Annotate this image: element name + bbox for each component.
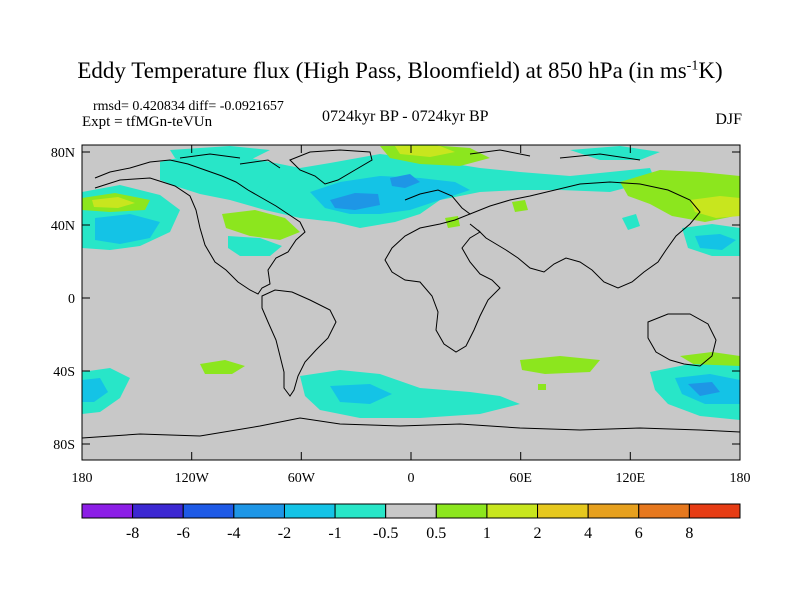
chart-title: Eddy Temperature flux (High Pass, Bloomf… bbox=[0, 58, 800, 84]
lat-label: 0 bbox=[68, 292, 75, 307]
lon-label: 60W bbox=[288, 471, 316, 486]
colorbar-box bbox=[182, 503, 235, 519]
field-southern-ocean-blue-west bbox=[82, 378, 108, 402]
colorbar-box bbox=[587, 503, 640, 519]
experiment-text: Expt = tfMGn-teVUn bbox=[82, 114, 213, 130]
field-southern-ocean-dark-east bbox=[688, 382, 720, 396]
field-arctic-yellow bbox=[395, 146, 455, 157]
coast-greenland bbox=[289, 149, 373, 185]
coast-antarctica bbox=[82, 417, 740, 439]
title-superscript: -1 bbox=[686, 58, 699, 74]
colorbar-label: 1 bbox=[483, 525, 491, 542]
colorbar-box bbox=[486, 503, 539, 519]
colorbar-label: 2 bbox=[534, 525, 542, 542]
field-south-pacific-green bbox=[200, 360, 245, 374]
lon-label: 180 bbox=[730, 471, 751, 486]
colorbar-label: -1 bbox=[328, 525, 341, 542]
coast-arctic-islands bbox=[179, 149, 641, 169]
colorbar-box bbox=[132, 503, 184, 519]
field-north-pacific-blue bbox=[95, 214, 160, 244]
field-asia-yellow bbox=[690, 196, 740, 218]
coast-asia bbox=[469, 181, 701, 289]
season-text: DJF bbox=[715, 111, 742, 128]
coast-europe-africa bbox=[384, 189, 501, 353]
colorbar-label: 8 bbox=[685, 525, 693, 542]
lat-label: 40S bbox=[53, 365, 75, 380]
colorbar-box bbox=[334, 503, 387, 519]
lat-label: 80S bbox=[53, 438, 75, 453]
lon-label: 180 bbox=[72, 471, 93, 486]
field-central-asia-green bbox=[512, 200, 528, 212]
colorbar-box bbox=[688, 503, 741, 519]
field-north-atlantic-core bbox=[390, 174, 420, 188]
lon-label: 0 bbox=[408, 471, 415, 486]
field-north-america-cyan2 bbox=[205, 176, 270, 198]
field-south-east-green bbox=[680, 352, 740, 368]
coast-south-america bbox=[261, 289, 337, 397]
lon-label: 120W bbox=[175, 471, 210, 486]
title-prefix: Eddy Temperature flux (High Pass, Bloomf… bbox=[77, 58, 687, 83]
coast-north-america bbox=[94, 159, 306, 295]
latitude-axis: 80N 40N 0 40S 80S bbox=[51, 146, 740, 453]
colorbar-box bbox=[385, 503, 437, 519]
field-small-green-south bbox=[538, 384, 546, 390]
colorbar-box bbox=[283, 503, 336, 519]
anomaly-fields bbox=[82, 145, 740, 420]
field-arctic-cyan-east bbox=[570, 146, 660, 160]
field-north-pacific-yellow bbox=[92, 197, 135, 208]
period-text: 0724kyr BP - 0724kyr BP bbox=[322, 108, 489, 125]
coast-australia bbox=[647, 313, 717, 367]
field-arctic-cyan bbox=[170, 146, 270, 162]
field-north-america-green bbox=[222, 210, 300, 240]
field-north-atlantic-dark bbox=[330, 193, 380, 210]
field-north-america-cyan bbox=[228, 236, 282, 256]
colorbar-box bbox=[81, 503, 134, 519]
colorbar-label: -2 bbox=[278, 525, 291, 542]
colorbar-box bbox=[537, 503, 589, 519]
colorbar-label: 6 bbox=[635, 525, 643, 542]
lat-label: 40N bbox=[51, 219, 75, 234]
colorbar-label: 0.5 bbox=[426, 525, 446, 542]
colorbar-box bbox=[638, 503, 690, 519]
field-southern-ocean-blue-mid bbox=[330, 384, 392, 404]
field-asia-blue bbox=[695, 234, 736, 250]
longitude-axis: 180 120W 60W 0 60E 120E 180 bbox=[72, 145, 751, 486]
stats-text: rmsd= 0.420834 diff= -0.0921657 bbox=[93, 99, 284, 114]
lat-label: 80N bbox=[51, 146, 75, 161]
field-east-asia-small bbox=[622, 214, 640, 230]
field-southern-ocean-cyan-mid bbox=[300, 370, 520, 418]
coastlines bbox=[82, 149, 740, 439]
colorbar: -8 -6 -4 -2 -1 -0.5 0.5 1 2 4 6 8 bbox=[81, 503, 741, 542]
colorbar-label: -0.5 bbox=[373, 525, 398, 542]
colorbar-label: -6 bbox=[177, 525, 190, 542]
colorbar-label: -8 bbox=[126, 525, 139, 542]
title-suffix: K) bbox=[698, 58, 723, 83]
lon-label: 60E bbox=[509, 471, 532, 486]
field-south-atlantic-green bbox=[520, 356, 600, 374]
lon-label: 120E bbox=[616, 471, 646, 486]
colorbar-box bbox=[233, 503, 285, 519]
colorbar-label: -4 bbox=[227, 525, 240, 542]
colorbar-box bbox=[435, 503, 488, 519]
colorbar-label: 4 bbox=[584, 525, 592, 542]
